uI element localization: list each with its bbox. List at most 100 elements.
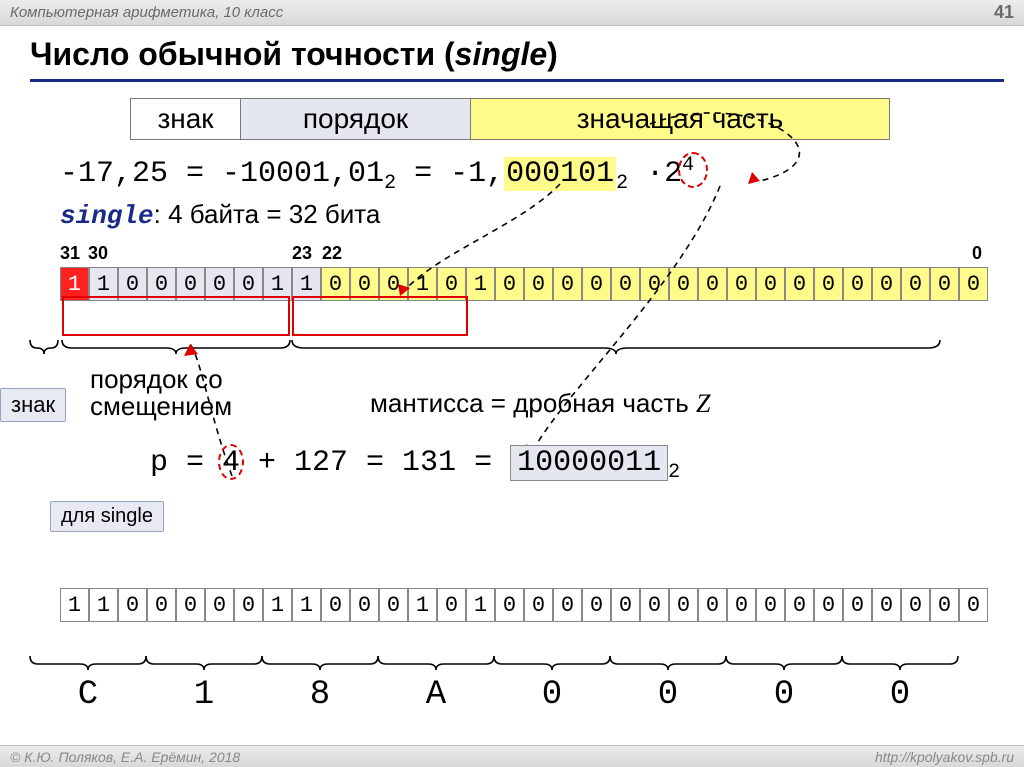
f-mid: + 127 = 131 =: [240, 446, 510, 480]
bit-mant: 0: [350, 267, 379, 301]
eq-exp-4: 4: [682, 154, 694, 177]
bit-plain: 1: [60, 588, 89, 622]
bit-mant: 0: [553, 267, 582, 301]
hex-digit: 0: [726, 676, 842, 714]
bit-mant: 0: [843, 267, 872, 301]
hex-digit: 0: [610, 676, 726, 714]
bit-plain: 0: [582, 588, 611, 622]
hex-digit: 8: [262, 676, 378, 714]
redbox-exponent: [62, 296, 290, 336]
lbl-0: 0: [972, 243, 982, 264]
bit-plain: 0: [698, 588, 727, 622]
bit-exp: 1: [263, 267, 292, 301]
bit-plain: 0: [118, 588, 147, 622]
bit-exp: 0: [176, 267, 205, 301]
hex-digit: 0: [842, 676, 958, 714]
f-four: 4: [222, 446, 240, 480]
bit-plain: 0: [930, 588, 959, 622]
bit-exp: 0: [234, 267, 263, 301]
label-mantissa-z: Z: [696, 389, 710, 418]
lbl-31: 31: [60, 243, 80, 264]
bit-plain: 0: [901, 588, 930, 622]
bit-plain: 1: [466, 588, 495, 622]
bit-exp: 1: [292, 267, 321, 301]
bit-plain: 0: [437, 588, 466, 622]
bit-mant: 0: [437, 267, 466, 301]
eq-mant-hl: 000101: [504, 157, 616, 191]
bit-plain: 0: [553, 588, 582, 622]
hex-row: C18A0000: [30, 676, 958, 714]
bit-mant: 0: [814, 267, 843, 301]
bit-plain: 0: [756, 588, 785, 622]
badge-for-single-text: для single: [61, 505, 153, 527]
title-it: single: [455, 36, 547, 72]
bit-mant: 0: [872, 267, 901, 301]
hex-digit: 0: [494, 676, 610, 714]
bit-plain: 0: [176, 588, 205, 622]
bit-plain: 1: [408, 588, 437, 622]
url: http://kpolyakov.spb.ru: [875, 749, 1014, 765]
redbox-mantissa6: [292, 296, 468, 336]
hdr-mant: значащая часть: [471, 99, 889, 139]
lbl-23: 23: [292, 243, 312, 264]
bit-mant: 0: [785, 267, 814, 301]
bit-index-labels: 31 30 23 22 0: [60, 243, 1004, 265]
bit-mant: 0: [727, 267, 756, 301]
bit-mant: 0: [495, 267, 524, 301]
bit-plain: 0: [727, 588, 756, 622]
title-pre: Число обычной точности (: [30, 36, 455, 72]
bit-mant: 0: [959, 267, 988, 301]
bit-mant: 0: [698, 267, 727, 301]
header-parts-row: знак порядок значащая часть: [130, 98, 890, 140]
badge-sign: знак: [0, 388, 66, 422]
f-sub: 2: [668, 461, 680, 484]
page-title: Число обычной точности (single): [30, 36, 1004, 82]
page-number: 41: [994, 2, 1014, 23]
bit-exp: 0: [205, 267, 234, 301]
bit-plain: 0: [234, 588, 263, 622]
bit-exp: 1: [89, 267, 118, 301]
equation: -17,25 = -10001,012 = -1,0001012 ·24: [60, 154, 1004, 195]
f-pre: p =: [150, 446, 222, 480]
bit-mant: 0: [901, 267, 930, 301]
bit-plain: 1: [89, 588, 118, 622]
bit-mant: 0: [611, 267, 640, 301]
bit-plain: 0: [669, 588, 698, 622]
bit-mant: 0: [321, 267, 350, 301]
bit-mant: 1: [408, 267, 437, 301]
title-post: ): [547, 36, 558, 72]
bit-plain: 0: [814, 588, 843, 622]
bit-plain: 0: [843, 588, 872, 622]
topbar-title: Компьютерная арифметика, 10 класс: [10, 4, 283, 21]
bit-mant: 0: [640, 267, 669, 301]
bit-plain: 0: [524, 588, 553, 622]
bit-plain: 0: [495, 588, 524, 622]
label-biased-exp: порядок со смещением: [90, 366, 232, 421]
single-kw: single: [60, 201, 154, 231]
bit-plain: 0: [611, 588, 640, 622]
bit-plain: 0: [350, 588, 379, 622]
bit-sign: 1: [60, 267, 89, 301]
lbl-22: 22: [322, 243, 342, 264]
bit-plain: 0: [959, 588, 988, 622]
f-box: 10000011: [517, 446, 661, 480]
copyright: © К.Ю. Поляков, Е.А. Ерёмин, 2018: [10, 749, 240, 765]
bit-plain: 0: [640, 588, 669, 622]
bottombar: © К.Ю. Поляков, Е.А. Ерёмин, 2018 http:/…: [0, 745, 1024, 767]
bit-exp: 0: [147, 267, 176, 301]
hex-digit: A: [378, 676, 494, 714]
bit-mant: 1: [466, 267, 495, 301]
bit-plain: 0: [321, 588, 350, 622]
eq-lhs: -17,25 = -10001,01: [60, 157, 384, 191]
bit-plain: 0: [147, 588, 176, 622]
hdr-exp: порядок: [241, 99, 471, 139]
bit-plain: 0: [379, 588, 408, 622]
exponent-formula: p = 4 + 127 = 131 = 10000011 2: [150, 446, 680, 484]
bit-row-2: 11000001100010100000000000000000: [60, 588, 988, 622]
bit-mant: 0: [756, 267, 785, 301]
topbar: Компьютерная арифметика, 10 класс 41: [0, 0, 1024, 26]
bit-exp: 0: [118, 267, 147, 301]
bit-plain: 0: [785, 588, 814, 622]
bit-plain: 0: [872, 588, 901, 622]
badge-for-single: для single: [50, 501, 164, 532]
